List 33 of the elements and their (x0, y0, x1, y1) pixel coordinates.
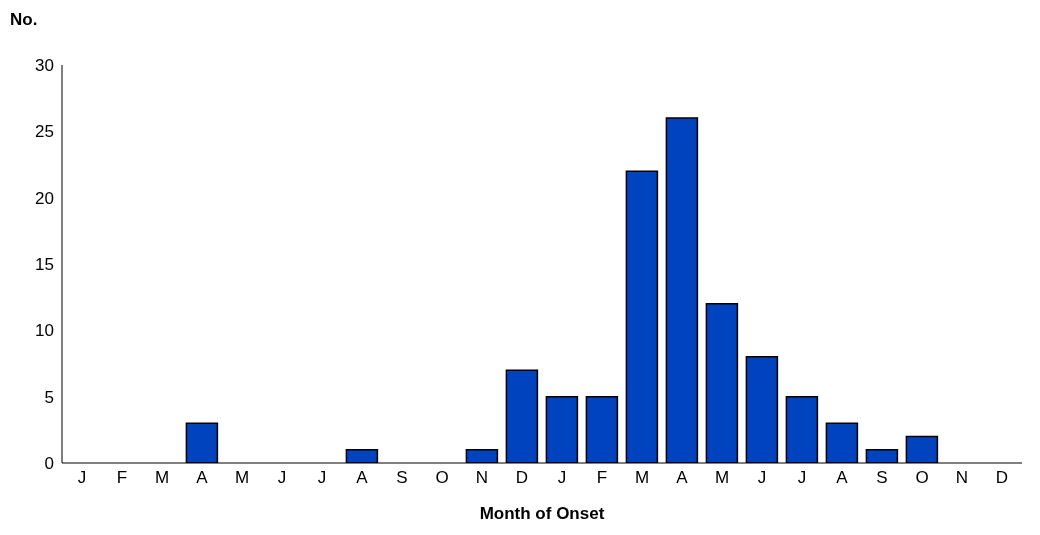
y-tick-label: 15 (35, 255, 54, 275)
x-tick-label: A (676, 468, 689, 488)
x-tick-label: J (797, 468, 807, 488)
x-tick-label: D (995, 468, 1009, 488)
x-tick-label: S (876, 468, 888, 488)
x-tick-label: A (356, 468, 369, 488)
x-tick-label: J (557, 468, 567, 488)
x-tick-label: J (757, 468, 767, 488)
x-tick-label: N (475, 468, 489, 488)
y-tick-label: 20 (35, 188, 54, 208)
x-tick-label: M (234, 468, 250, 488)
x-tick-label: M (714, 468, 730, 488)
x-tick-label: J (317, 468, 327, 488)
x-tick-label: J (277, 468, 287, 488)
y-tick-label: 30 (35, 56, 54, 76)
x-tick-label: F (596, 468, 608, 488)
x-tick-label: O (435, 468, 449, 488)
x-tick-label: M (634, 468, 650, 488)
y-tick-label: 25 (35, 122, 54, 142)
y-tick-label: 10 (35, 321, 54, 341)
x-tick-label: A (836, 468, 849, 488)
y-tick-label: 0 (44, 454, 54, 474)
x-axis-title: Month of Onset (479, 504, 605, 523)
x-tick-label: O (915, 468, 929, 488)
x-tick-label: M (154, 468, 170, 488)
x-tick-label: N (955, 468, 969, 488)
x-tick-label: A (196, 468, 209, 488)
y-axis-title: No. (10, 10, 38, 30)
y-tick-label: 5 (44, 387, 54, 407)
x-tick-label: J (77, 468, 87, 488)
x-tick-label: F (116, 468, 128, 488)
x-tick-label: S (396, 468, 408, 488)
x-tick-label: D (515, 468, 529, 488)
